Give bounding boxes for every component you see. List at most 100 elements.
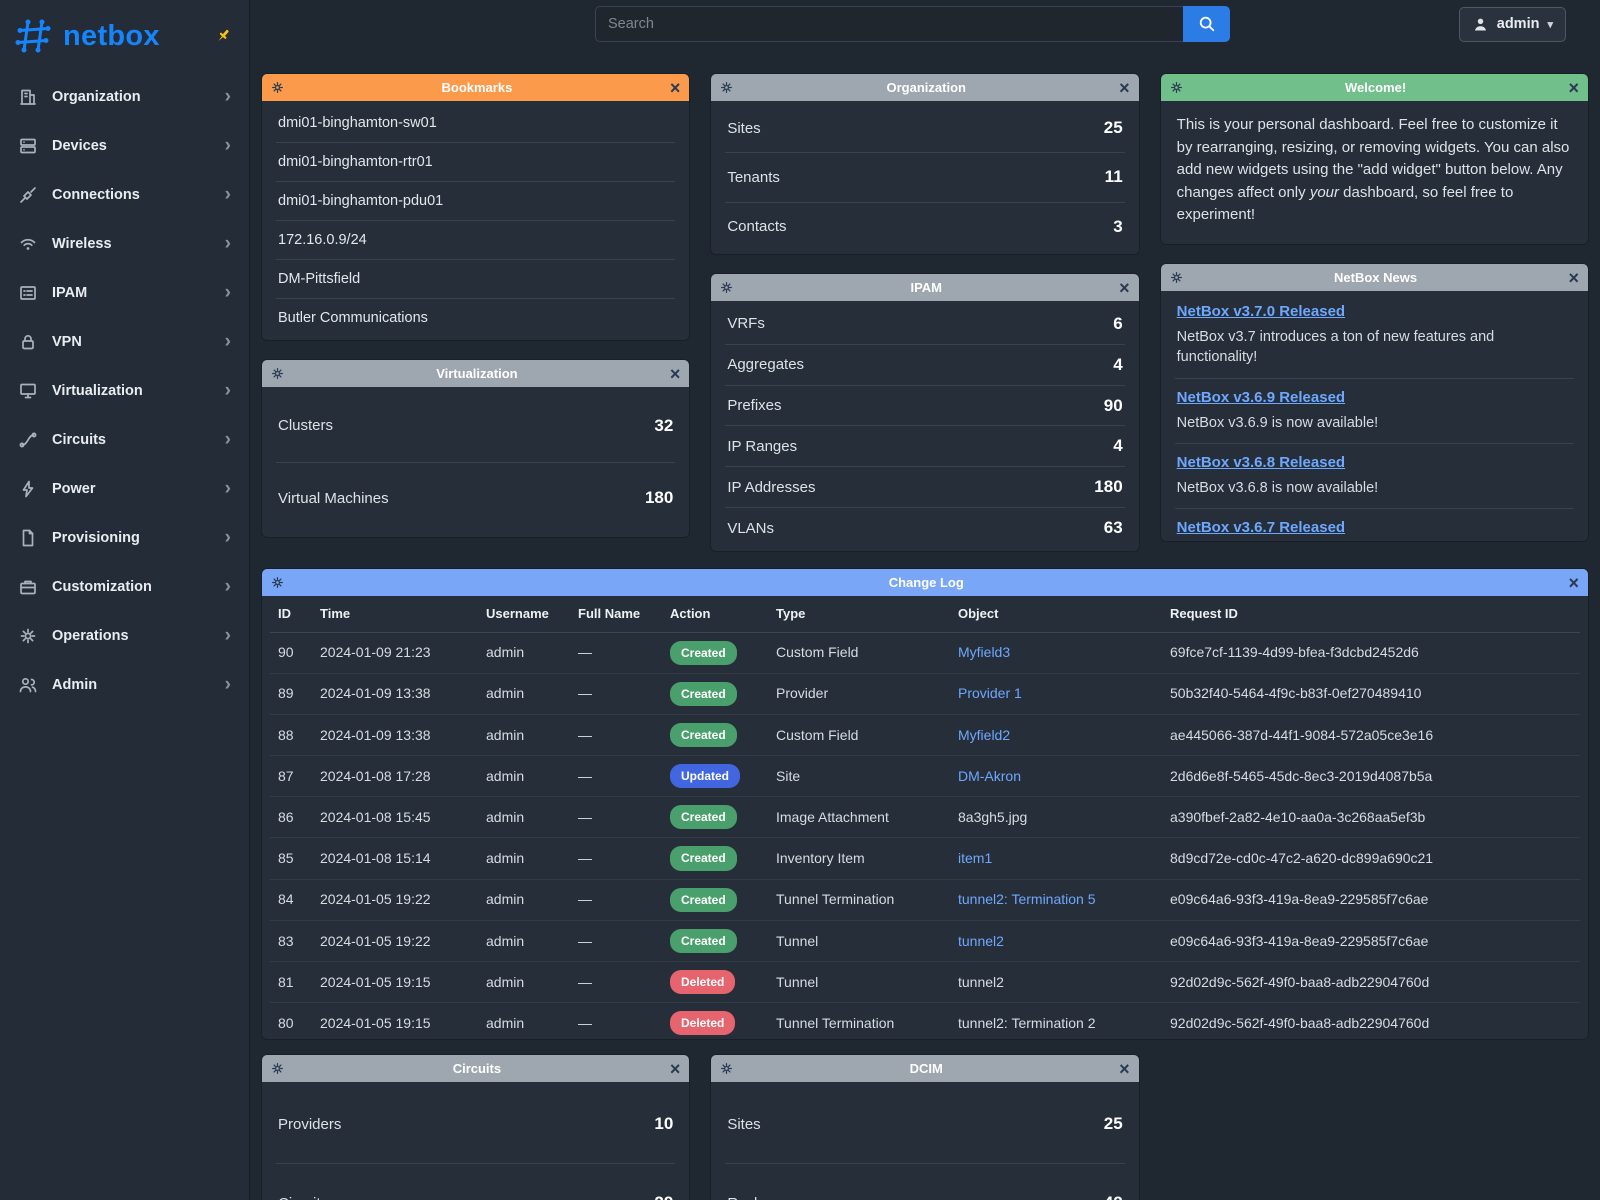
stat-row[interactable]: Sites 25 xyxy=(725,104,1125,154)
stat-row[interactable]: VRFs 6 xyxy=(725,304,1125,345)
change-id-link[interactable]: 84 xyxy=(270,879,312,921)
change-time-link[interactable]: 2024-01-09 21:23 xyxy=(312,632,478,674)
stat-row[interactable]: Providers 10 xyxy=(276,1085,676,1164)
search-input[interactable] xyxy=(595,6,1183,42)
request-id-link[interactable]: 92d02d9c-562f-49f0-baa8-adb22904760d xyxy=(1162,1002,1580,1039)
widget-header[interactable]: Circuits × xyxy=(262,1055,690,1082)
change-id-link[interactable]: 89 xyxy=(270,673,312,715)
request-id-link[interactable]: 92d02d9c-562f-49f0-baa8-adb22904760d xyxy=(1162,961,1580,1004)
sidebar-item-devices[interactable]: Devices › xyxy=(0,121,249,170)
change-object[interactable]: Myfield3 xyxy=(950,632,1162,674)
pin-icon[interactable] xyxy=(213,26,233,46)
change-time-link[interactable]: 2024-01-05 19:15 xyxy=(312,1002,478,1039)
request-id-link[interactable]: ae445066-387d-44f1-9084-572a05ce3e16 xyxy=(1162,714,1580,757)
news-headline-link[interactable]: NetBox v3.6.7 Released xyxy=(1176,519,1346,537)
sidebar-item-power[interactable]: Power › xyxy=(0,464,249,513)
stat-row[interactable]: VLANs 63 xyxy=(725,508,1124,548)
widget-close-icon[interactable]: × xyxy=(669,363,681,384)
request-id-link[interactable]: e09c64a6-93f3-419a-8ea9-229585f7c6ae xyxy=(1162,879,1580,921)
change-object[interactable]: DM-Akron xyxy=(950,755,1162,798)
change-time-link[interactable]: 2024-01-08 17:28 xyxy=(312,755,478,798)
widget-header[interactable]: Welcome! × xyxy=(1160,74,1588,101)
stat-row[interactable]: IP Ranges 4 xyxy=(725,426,1125,468)
widget-close-icon[interactable]: × xyxy=(669,77,681,98)
widget-header[interactable]: Virtualization × xyxy=(262,360,690,387)
widget-config-icon[interactable] xyxy=(720,81,733,94)
request-id-link[interactable]: 69fce7cf-1139-4d99-bfea-f3dcbd2452d6 xyxy=(1162,632,1580,674)
widget-config-icon[interactable] xyxy=(271,576,284,589)
change-object[interactable]: tunnel2: Termination 5 xyxy=(950,879,1162,921)
widget-header[interactable]: NetBox News × xyxy=(1160,264,1588,291)
stat-row[interactable]: Aggregates 4 xyxy=(725,345,1125,386)
bookmark-link[interactable]: dmi01-binghamton-sw01 xyxy=(276,104,676,143)
change-time-link[interactable]: 2024-01-09 13:38 xyxy=(312,714,478,757)
sidebar-item-circuits[interactable]: Circuits › xyxy=(0,415,249,464)
widget-config-icon[interactable] xyxy=(271,81,284,94)
bookmark-link[interactable]: 172.16.0.9/24 xyxy=(276,221,676,260)
request-id-link[interactable]: e09c64a6-93f3-419a-8ea9-229585f7c6ae xyxy=(1162,920,1580,963)
request-id-link[interactable]: 50b32f40-5464-4f9c-b83f-0ef270489410 xyxy=(1162,673,1580,715)
change-id-link[interactable]: 88 xyxy=(270,714,312,757)
change-time-link[interactable]: 2024-01-05 19:22 xyxy=(312,879,478,921)
stat-row[interactable]: Contacts 3 xyxy=(725,203,1124,251)
search-button[interactable] xyxy=(1183,6,1230,42)
stat-row[interactable]: Virtual Machines 180 xyxy=(276,463,675,535)
stat-row[interactable]: Prefixes 90 xyxy=(725,386,1125,427)
widget-close-icon[interactable]: × xyxy=(669,1058,681,1079)
stat-row[interactable]: Sites 25 xyxy=(725,1085,1125,1164)
change-id-link[interactable]: 90 xyxy=(270,632,312,674)
change-time-link[interactable]: 2024-01-08 15:45 xyxy=(312,796,478,839)
change-time-link[interactable]: 2024-01-05 19:22 xyxy=(312,920,478,963)
sidebar-item-virtualization[interactable]: Virtualization › xyxy=(0,366,249,415)
change-object[interactable]: Myfield2 xyxy=(950,714,1162,757)
change-id-link[interactable]: 86 xyxy=(270,796,312,839)
request-id-link[interactable]: a390fbef-2a82-4e10-aa0a-3c268aa5ef3b xyxy=(1162,796,1580,839)
sidebar-item-connections[interactable]: Connections › xyxy=(0,170,249,219)
widget-close-icon[interactable]: × xyxy=(1119,1058,1130,1079)
widget-header[interactable]: DCIM × xyxy=(711,1055,1139,1082)
change-id-link[interactable]: 85 xyxy=(270,837,312,880)
stat-row[interactable]: Circuits 29 xyxy=(276,1164,675,1200)
sidebar-item-vpn[interactable]: VPN › xyxy=(0,317,249,366)
widget-close-icon[interactable]: × xyxy=(1119,77,1130,98)
news-headline-link[interactable]: NetBox v3.7.0 Released xyxy=(1176,303,1346,320)
widget-close-icon[interactable]: × xyxy=(1119,277,1130,298)
bookmark-link[interactable]: Butler Communications xyxy=(278,310,428,326)
user-menu-button[interactable]: admin ▾ xyxy=(1458,6,1566,42)
change-id-link[interactable]: 83 xyxy=(270,920,312,963)
widget-close-icon[interactable]: × xyxy=(1568,77,1579,98)
bookmark-link[interactable]: dmi01-binghamton-pdu01 xyxy=(276,182,676,221)
stat-row[interactable]: IP Addresses 180 xyxy=(725,467,1125,509)
widget-config-icon[interactable] xyxy=(271,1062,284,1075)
sidebar-item-wireless[interactable]: Wireless › xyxy=(0,219,249,268)
bookmark-link[interactable]: DM-Pittsfield xyxy=(276,260,676,299)
change-time-link[interactable]: 2024-01-09 13:38 xyxy=(312,673,478,715)
change-id-link[interactable]: 80 xyxy=(270,1002,312,1039)
sidebar-item-ipam[interactable]: IPAM › xyxy=(0,268,249,317)
change-object[interactable]: item1 xyxy=(950,837,1162,880)
widget-header[interactable]: IPAM × xyxy=(711,274,1139,301)
sidebar-item-provisioning[interactable]: Provisioning › xyxy=(0,513,249,562)
widget-header[interactable]: Organization × xyxy=(711,74,1139,101)
widget-config-icon[interactable] xyxy=(1170,81,1183,94)
news-headline-link[interactable]: NetBox v3.6.8 Released xyxy=(1176,453,1346,471)
netbox-logo[interactable]: netbox xyxy=(0,0,249,68)
widget-config-icon[interactable] xyxy=(271,367,284,380)
sidebar-item-admin[interactable]: Admin › xyxy=(0,660,249,709)
widget-config-icon[interactable] xyxy=(1170,271,1183,284)
change-id-link[interactable]: 87 xyxy=(270,755,312,798)
change-time-link[interactable]: 2024-01-05 19:15 xyxy=(312,961,478,1004)
change-object[interactable]: tunnel2 xyxy=(950,920,1162,963)
news-headline-link[interactable]: NetBox v3.6.9 Released xyxy=(1176,388,1346,406)
change-id-link[interactable]: 81 xyxy=(270,961,312,1004)
widget-header[interactable]: Bookmarks × xyxy=(262,74,690,101)
widget-config-icon[interactable] xyxy=(720,281,733,294)
change-time-link[interactable]: 2024-01-08 15:14 xyxy=(312,837,478,880)
widget-header[interactable]: Change Log × xyxy=(262,569,1588,596)
stat-row[interactable]: Tenants 11 xyxy=(725,153,1125,203)
sidebar-item-customization[interactable]: Customization › xyxy=(0,562,249,611)
sidebar-item-organization[interactable]: Organization › xyxy=(0,72,249,121)
request-id-link[interactable]: 8d9cd72e-cd0c-47c2-a620-dc899a690c21 xyxy=(1162,837,1580,880)
change-object[interactable]: Provider 1 xyxy=(950,673,1162,715)
sidebar-item-operations[interactable]: Operations › xyxy=(0,611,249,660)
